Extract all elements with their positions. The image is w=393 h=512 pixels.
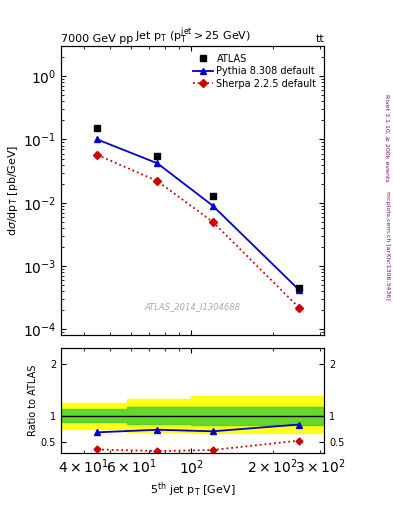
ATLAS — [297, 285, 301, 291]
Text: ATLAS_2014_I1304688: ATLAS_2014_I1304688 — [145, 302, 241, 311]
Pythia 8.308 default — [297, 287, 301, 293]
Sherpa 2.2.5 default — [95, 152, 100, 158]
Text: Rivet 3.1.10, ≥ 200k events: Rivet 3.1.10, ≥ 200k events — [385, 94, 389, 182]
Y-axis label: Ratio to ATLAS: Ratio to ATLAS — [28, 365, 38, 436]
Line: Pythia 8.308 default: Pythia 8.308 default — [94, 136, 302, 293]
Legend: ATLAS, Pythia 8.308 default, Sherpa 2.2.5 default: ATLAS, Pythia 8.308 default, Sherpa 2.2.… — [190, 51, 320, 92]
ATLAS — [210, 193, 215, 199]
Y-axis label: d$\sigma$/dp$_\mathrm{T}$ [pb/GeV]: d$\sigma$/dp$_\mathrm{T}$ [pb/GeV] — [6, 145, 20, 237]
Pythia 8.308 default — [155, 160, 160, 166]
Pythia 8.308 default — [210, 203, 215, 209]
Text: tt: tt — [316, 33, 324, 44]
Sherpa 2.2.5 default — [297, 305, 301, 311]
ATLAS — [155, 153, 160, 159]
X-axis label: 5$^\mathrm{th}$ jet p$_\mathrm{T}$ [GeV]: 5$^\mathrm{th}$ jet p$_\mathrm{T}$ [GeV] — [150, 481, 235, 499]
Sherpa 2.2.5 default — [210, 219, 215, 225]
ATLAS — [95, 125, 100, 132]
Pythia 8.308 default — [95, 136, 100, 142]
Sherpa 2.2.5 default — [155, 178, 160, 184]
Title: Jet p$_\mathrm{T}$ (p$_\mathrm{T}^\mathrm{jet}$$>$25 GeV): Jet p$_\mathrm{T}$ (p$_\mathrm{T}^\mathr… — [134, 25, 251, 46]
Text: mcplots.cern.ch [arXiv:1306.3436]: mcplots.cern.ch [arXiv:1306.3436] — [385, 191, 389, 300]
Line: Sherpa 2.2.5 default: Sherpa 2.2.5 default — [95, 152, 302, 310]
Line: ATLAS: ATLAS — [94, 125, 302, 291]
Text: 7000 GeV pp: 7000 GeV pp — [61, 33, 133, 44]
